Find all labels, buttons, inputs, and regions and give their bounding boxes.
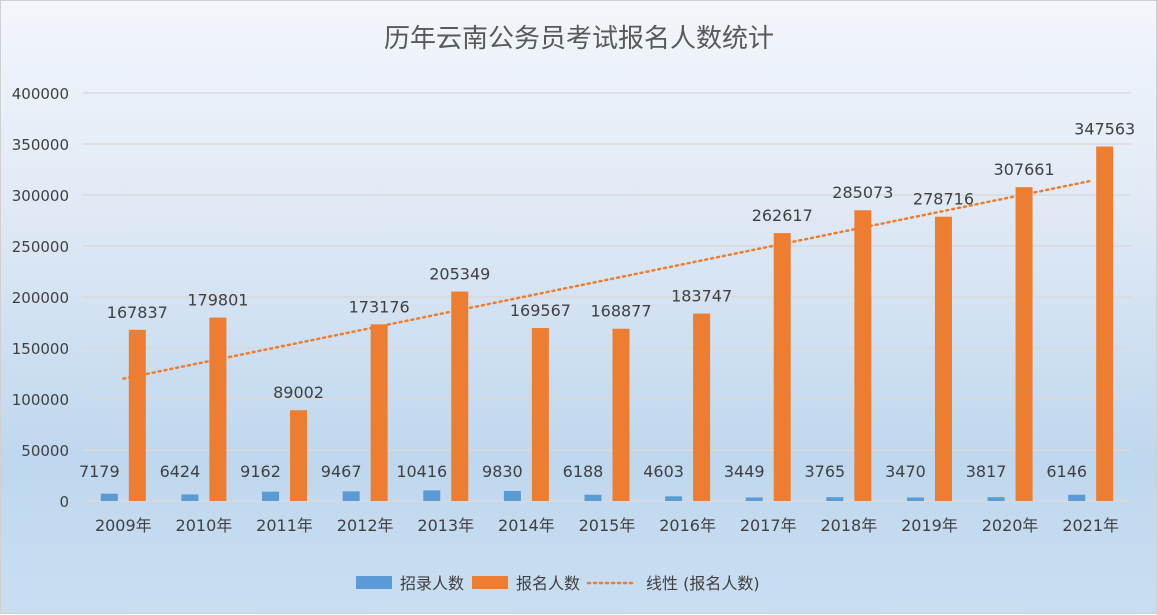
data-label: 6146 bbox=[1046, 462, 1087, 481]
data-label: 278716 bbox=[913, 190, 974, 209]
y-tick-label: 0 bbox=[59, 493, 69, 511]
x-tick-label: 2021年 bbox=[1062, 516, 1119, 535]
chart-title: 历年云南公务员考试报名人数统计 bbox=[384, 24, 774, 54]
bar-recruits bbox=[665, 496, 683, 501]
bar-applicants bbox=[370, 324, 388, 501]
data-label: 6424 bbox=[160, 462, 201, 481]
y-tick-label: 350000 bbox=[12, 136, 69, 154]
bar-applicants bbox=[451, 291, 469, 501]
x-tick-label: 2017年 bbox=[740, 516, 797, 535]
y-tick-label: 250000 bbox=[12, 238, 69, 256]
y-tick-label: 200000 bbox=[12, 289, 69, 307]
bar-recruits bbox=[503, 490, 521, 501]
x-tick-label: 2012年 bbox=[337, 516, 394, 535]
bar-applicants bbox=[209, 317, 227, 501]
data-label: 205349 bbox=[429, 265, 490, 284]
data-label: 4603 bbox=[643, 462, 684, 481]
x-tick-label: 2014年 bbox=[498, 516, 555, 535]
y-tick-label: 400000 bbox=[12, 85, 69, 103]
bar-applicants bbox=[773, 233, 791, 501]
bar-applicants bbox=[612, 328, 630, 501]
y-tick-label: 150000 bbox=[12, 340, 69, 358]
x-tick-label: 2020年 bbox=[982, 516, 1039, 535]
data-label: 307661 bbox=[994, 160, 1055, 179]
bar-recruits bbox=[826, 497, 844, 501]
data-label: 89002 bbox=[273, 383, 324, 402]
x-tick-label: 2011年 bbox=[256, 516, 313, 535]
bar-recruits bbox=[262, 491, 280, 501]
bar-recruits bbox=[423, 490, 441, 501]
x-tick-label: 2010年 bbox=[176, 516, 233, 535]
bar-applicants bbox=[128, 329, 146, 501]
x-tick-label: 2018年 bbox=[820, 516, 877, 535]
legend-label: 线性 (报名人数) bbox=[646, 574, 760, 593]
bar-applicants bbox=[854, 210, 872, 502]
bar-applicants bbox=[693, 313, 711, 501]
data-label: 7179 bbox=[79, 462, 120, 481]
bar-recruits bbox=[181, 494, 199, 501]
legend-swatch bbox=[472, 576, 509, 589]
bar-recruits bbox=[100, 493, 118, 501]
data-label: 9830 bbox=[482, 462, 523, 481]
data-label: 262617 bbox=[752, 206, 813, 225]
bar-recruits bbox=[987, 497, 1005, 501]
x-tick-label: 2009年 bbox=[95, 516, 152, 535]
data-label: 10416 bbox=[396, 462, 447, 481]
data-label: 3470 bbox=[885, 462, 926, 481]
bar-recruits bbox=[906, 497, 924, 501]
data-label: 9467 bbox=[321, 462, 362, 481]
data-label: 347563 bbox=[1074, 119, 1135, 138]
bar-applicants bbox=[1015, 187, 1033, 501]
data-label: 168877 bbox=[590, 302, 651, 321]
x-tick-label: 2019年 bbox=[901, 516, 958, 535]
y-tick-label: 300000 bbox=[12, 187, 69, 205]
data-label: 3765 bbox=[804, 462, 845, 481]
x-tick-label: 2016年 bbox=[659, 516, 716, 535]
data-label: 6188 bbox=[563, 462, 604, 481]
x-tick-label: 2013年 bbox=[417, 516, 474, 535]
legend-label: 报名人数 bbox=[516, 574, 580, 593]
data-label: 173176 bbox=[349, 297, 410, 316]
data-label: 3817 bbox=[966, 462, 1007, 481]
bar-recruits bbox=[1068, 494, 1086, 501]
data-label: 179801 bbox=[187, 291, 248, 310]
bar-recruits bbox=[745, 497, 763, 501]
legend-swatch bbox=[356, 576, 392, 589]
legend-label: 招录人数 bbox=[400, 574, 464, 593]
data-label: 285073 bbox=[832, 183, 893, 202]
bar-recruits bbox=[342, 491, 360, 501]
bar-applicants bbox=[290, 410, 308, 501]
data-label: 3449 bbox=[724, 462, 765, 481]
data-label: 169567 bbox=[510, 301, 571, 320]
trendline bbox=[122, 179, 1092, 380]
data-label: 9162 bbox=[240, 462, 281, 481]
y-tick-label: 100000 bbox=[12, 391, 69, 409]
bar-applicants bbox=[934, 216, 952, 501]
x-tick-label: 2015年 bbox=[579, 516, 636, 535]
bar-recruits bbox=[584, 494, 602, 501]
y-tick-label: 50000 bbox=[21, 442, 69, 460]
data-label: 183747 bbox=[671, 287, 732, 306]
bar-applicants bbox=[1096, 146, 1114, 502]
bar-applicants bbox=[531, 328, 549, 501]
data-label: 167837 bbox=[107, 303, 168, 322]
